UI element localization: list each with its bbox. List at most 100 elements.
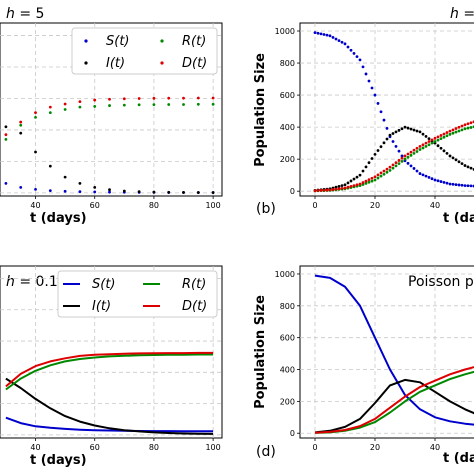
panel-c-frame <box>0 265 223 439</box>
point-r <box>48 111 52 115</box>
point-s <box>430 177 434 181</box>
ytick-label: 0 <box>290 429 295 438</box>
xtick-label: 80 <box>149 201 159 210</box>
point-s <box>457 183 461 187</box>
ytick-label: 200 <box>280 155 295 164</box>
series-line-d <box>5 351 214 388</box>
point-r <box>376 176 380 180</box>
point-s <box>108 190 111 194</box>
point-d <box>403 154 407 158</box>
point-d <box>108 97 111 101</box>
panel-a-legend: S(t) I(t) R(t) D(t) <box>71 27 218 75</box>
point-r <box>433 140 437 143</box>
point-s <box>412 167 416 170</box>
point-s <box>19 185 23 189</box>
point-i <box>409 127 413 131</box>
point-i <box>346 181 350 185</box>
ytick-label: 400 <box>280 366 295 375</box>
point-r <box>78 105 82 109</box>
point-s <box>346 45 350 49</box>
point-d <box>316 189 320 192</box>
ytick-label: 400 <box>280 123 295 132</box>
point-d <box>337 187 341 191</box>
point-r <box>448 132 452 136</box>
point-d <box>4 133 8 137</box>
point-d <box>448 129 452 133</box>
xtick-label: 0 <box>312 201 317 210</box>
point-i <box>415 129 419 133</box>
point-s <box>340 40 344 44</box>
point-r <box>421 146 425 150</box>
point-r <box>137 103 141 107</box>
point-r <box>167 103 171 106</box>
point-i <box>211 191 215 194</box>
point-i <box>93 185 97 189</box>
point-d <box>63 102 67 106</box>
panel-b-ylabel: Population Size <box>253 53 268 167</box>
ytick-label: 1000 <box>275 27 295 36</box>
xtick-label: 80 <box>149 443 159 452</box>
point-s <box>391 140 395 143</box>
point-s <box>385 127 389 130</box>
point-s <box>379 110 383 114</box>
point-d <box>367 178 371 182</box>
ytick-label: 800 <box>280 302 295 311</box>
point-d <box>433 136 437 140</box>
xtick-label: 20 <box>370 201 380 210</box>
point-i <box>167 190 171 194</box>
point-d <box>346 185 350 189</box>
legend-a-i-label: I(t) <box>106 56 125 71</box>
point-d <box>122 97 126 101</box>
point-i <box>418 130 422 134</box>
point-d <box>19 120 23 124</box>
xtick-label: 100 <box>205 201 220 210</box>
point-d <box>391 163 395 167</box>
point-r <box>424 144 428 148</box>
point-d <box>370 176 374 180</box>
legend-c-i-label: I(t) <box>92 299 111 314</box>
xtick-label: 40 <box>30 443 40 452</box>
point-i <box>427 137 431 141</box>
point-s <box>427 176 431 179</box>
point-d <box>211 96 215 100</box>
point-r <box>4 137 8 141</box>
point-r <box>451 131 455 135</box>
point-i <box>403 125 407 129</box>
panel-c-xticks: 40 60 80 100 <box>30 438 221 452</box>
point-r <box>436 138 440 142</box>
point-s <box>436 179 440 183</box>
panel-a-xlabel: t (days) <box>30 211 87 226</box>
point-i <box>454 158 458 162</box>
point-i <box>385 137 389 141</box>
point-d <box>454 127 458 130</box>
point-i <box>388 133 392 137</box>
point-d <box>334 187 338 191</box>
point-d <box>340 186 344 190</box>
legend-c-d-label: D(t) <box>182 299 207 314</box>
point-i <box>137 190 141 193</box>
point-i <box>376 149 380 152</box>
panel-d-ylabel: Population Size <box>253 295 268 409</box>
point-i <box>364 165 368 169</box>
xtick-label: 40 <box>30 201 40 210</box>
point-d <box>415 146 419 150</box>
point-i <box>48 164 52 168</box>
point-s <box>463 184 467 187</box>
point-s <box>343 42 347 46</box>
legend-a-d-marker <box>160 61 164 65</box>
point-r <box>457 129 461 133</box>
point-d <box>137 97 141 100</box>
point-i <box>382 141 386 145</box>
panel-b-title: h = <box>450 6 474 22</box>
point-s <box>466 184 470 188</box>
panel-c-lines <box>5 351 214 435</box>
point-i <box>122 189 126 193</box>
point-s <box>451 182 455 186</box>
point-r <box>406 155 410 159</box>
point-s <box>370 86 374 90</box>
point-d <box>382 169 386 173</box>
panel-a-title: h = 5 <box>6 6 44 22</box>
